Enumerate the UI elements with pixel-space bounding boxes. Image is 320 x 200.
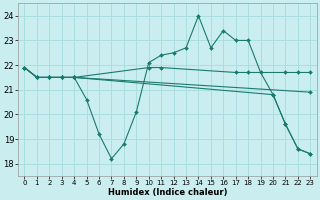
X-axis label: Humidex (Indice chaleur): Humidex (Indice chaleur) — [108, 188, 227, 197]
